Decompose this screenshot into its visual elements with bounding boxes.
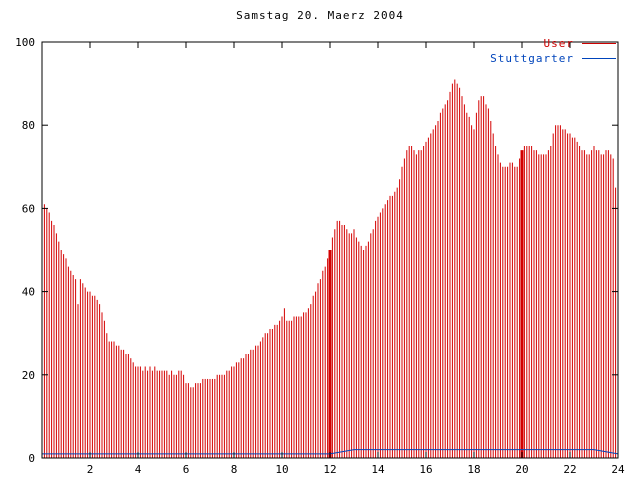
svg-text:12: 12 xyxy=(323,463,336,476)
svg-text:100: 100 xyxy=(15,36,35,49)
svg-text:8: 8 xyxy=(231,463,238,476)
legend-label-stuttgarter: Stuttgarter xyxy=(490,52,574,65)
svg-text:0: 0 xyxy=(28,452,35,465)
legend-line-sample-user xyxy=(582,43,616,44)
svg-text:20: 20 xyxy=(515,463,528,476)
svg-text:22: 22 xyxy=(563,463,576,476)
svg-text:14: 14 xyxy=(371,463,385,476)
legend-item-stuttgarter: Stuttgarter xyxy=(490,52,616,65)
svg-text:20: 20 xyxy=(22,369,35,382)
chart-title: Samstag 20. Maerz 2004 xyxy=(236,9,404,22)
chart-legend: User Stuttgarter xyxy=(490,37,616,65)
svg-text:40: 40 xyxy=(22,286,35,299)
legend-line-sample-stuttgarter xyxy=(582,58,616,59)
svg-text:4: 4 xyxy=(135,463,142,476)
svg-text:60: 60 xyxy=(22,202,35,215)
legend-label-user: User xyxy=(543,37,574,50)
legend-item-user: User xyxy=(543,37,616,50)
svg-text:2: 2 xyxy=(87,463,94,476)
svg-text:10: 10 xyxy=(275,463,288,476)
svg-text:80: 80 xyxy=(22,119,35,132)
svg-text:18: 18 xyxy=(467,463,480,476)
svg-text:24: 24 xyxy=(611,463,625,476)
svg-text:6: 6 xyxy=(183,463,190,476)
svg-text:16: 16 xyxy=(419,463,432,476)
